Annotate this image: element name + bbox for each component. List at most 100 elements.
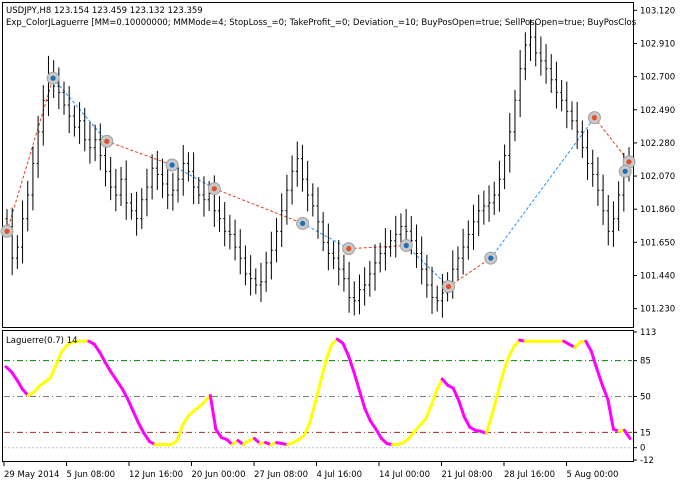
laguerre-segment: [308, 401, 317, 425]
price-tick-label: 101.650: [640, 238, 675, 248]
laguerre-segment: [175, 423, 185, 443]
time-axis: 29 May 2014 5 Jun 08:00 12 Jun 16:00 20 Jun…: [3, 462, 619, 480]
price-tick-label: 103.120: [640, 6, 675, 16]
time-tick-label: 5 Jun 08:00: [67, 470, 116, 480]
indicator-tick-label: 50: [640, 393, 651, 403]
laguerre-line: [4, 337, 632, 447]
laguerre-segment: [435, 377, 444, 392]
indicator-tick-label: 113: [640, 328, 656, 338]
price-tick-label: 101.440: [640, 271, 675, 281]
price-tick-label: 102.700: [640, 73, 675, 83]
laguerre-segment: [429, 388, 439, 408]
price-axis: 103.120 102.910 102.700 102.490 102.280 102.0…: [633, 6, 675, 315]
indicator-tick-label: 85: [640, 357, 651, 367]
buy-arrow-icon: [403, 242, 409, 249]
expert-line: Exp_ColorJLaguerre [MM=0.10000000; MMMod…: [6, 18, 637, 28]
buy-arrow-icon: [300, 220, 306, 227]
laguerre-segment: [606, 398, 615, 431]
indicator-levels: [4, 360, 632, 449]
indicator-label: Laguerre(0.7) 14: [6, 336, 78, 346]
laguerre-segment: [363, 407, 372, 423]
laguerre-segment: [131, 409, 141, 425]
time-tick-label: 20 Jun 00:00: [192, 470, 246, 480]
trade-line: [171, 164, 215, 190]
sell-arrow-icon: [626, 159, 632, 165]
trade-line: [6, 78, 54, 232]
laguerre-segment: [313, 379, 323, 405]
trade-line: [448, 257, 492, 287]
laguerre-segment: [622, 428, 632, 440]
price-tick-label: 101.230: [640, 305, 675, 315]
trade-line: [214, 188, 303, 224]
laguerre-segment: [600, 383, 610, 402]
laguerre-segment: [341, 341, 350, 358]
laguerre-segment: [54, 350, 63, 368]
time-tick-label: 21 Jul 08:00: [442, 470, 493, 480]
laguerre-segment: [302, 421, 312, 437]
price-tick-label: 102.910: [640, 39, 675, 49]
laguerre-segment: [59, 343, 69, 354]
laguerre-segment: [125, 397, 135, 413]
price-tick-label: 102.070: [640, 172, 675, 182]
laguerre-segment: [462, 415, 472, 429]
laguerre-segment: [451, 386, 461, 403]
price-panel-frame: [2, 2, 634, 328]
laguerre-segment: [208, 393, 218, 431]
laguerre-segment: [595, 367, 604, 387]
laguerre-segment: [137, 421, 146, 435]
trade-markers: [0, 71, 636, 294]
laguerre-segment: [424, 404, 433, 421]
trade-line: [106, 140, 173, 166]
indicator-tick-label: 15: [640, 428, 651, 438]
trade-lines: [6, 77, 630, 287]
indicator-axis: 113 85 50 15 0 -12: [633, 328, 656, 466]
time-tick-label: 28 Jul 16:00: [504, 470, 555, 480]
time-tick-label: 5 Aug 00:00: [567, 470, 619, 480]
laguerre-segment: [103, 361, 113, 374]
price-tick-label: 102.280: [640, 139, 675, 149]
laguerre-segment: [584, 339, 593, 353]
laguerre-segment: [507, 344, 516, 360]
laguerre-segment: [457, 399, 466, 419]
symbol-line: USDJPY,H8 123.154 123.459 123.132 123.35…: [6, 6, 203, 16]
laguerre-segment: [98, 350, 107, 365]
time-tick-label: 12 Jun 16:00: [129, 470, 183, 480]
laguerre-segment: [48, 364, 58, 380]
price-tick-label: 102.490: [640, 106, 675, 116]
laguerre-segment: [142, 431, 152, 444]
laguerre-segment: [368, 419, 378, 431]
laguerre-segment: [352, 370, 361, 392]
laguerre-segment: [10, 370, 19, 382]
time-tick-label: 29 May 2014: [4, 470, 59, 480]
trade-line: [302, 222, 349, 250]
laguerre-segment: [495, 371, 505, 396]
price-tick-label: 101.860: [640, 205, 675, 215]
sell-arrow-icon: [445, 283, 452, 290]
laguerre-segment: [181, 414, 190, 427]
laguerre-segment: [15, 378, 25, 391]
trade-line: [348, 245, 407, 250]
laguerre-segment: [109, 370, 118, 382]
indicator-panel-frame: [2, 330, 634, 462]
laguerre-segment: [357, 388, 367, 411]
laguerre-segment: [589, 349, 599, 371]
indicator-tick-label: 0: [640, 444, 645, 454]
laguerre-segment: [324, 342, 334, 362]
time-tick-label: 27 Jun 08:00: [254, 470, 308, 480]
trade-line: [490, 117, 595, 259]
buy-arrow-icon: [169, 162, 175, 168]
trade-line: [594, 117, 630, 163]
laguerre-segment: [407, 429, 417, 440]
sell-arrow-icon: [591, 115, 598, 121]
laguerre-segment: [346, 354, 356, 374]
time-tick-label: 4 Jul 16:00: [317, 470, 363, 480]
sell-arrow-icon: [346, 246, 352, 252]
laguerre-segment: [114, 378, 124, 390]
laguerre-segment: [484, 413, 494, 435]
laguerre-segment: [490, 392, 499, 417]
laguerre-segment: [319, 358, 328, 383]
indicator-tick-label: -12: [640, 456, 654, 466]
laguerre-segment: [120, 386, 129, 401]
laguerre-segment: [374, 427, 384, 440]
